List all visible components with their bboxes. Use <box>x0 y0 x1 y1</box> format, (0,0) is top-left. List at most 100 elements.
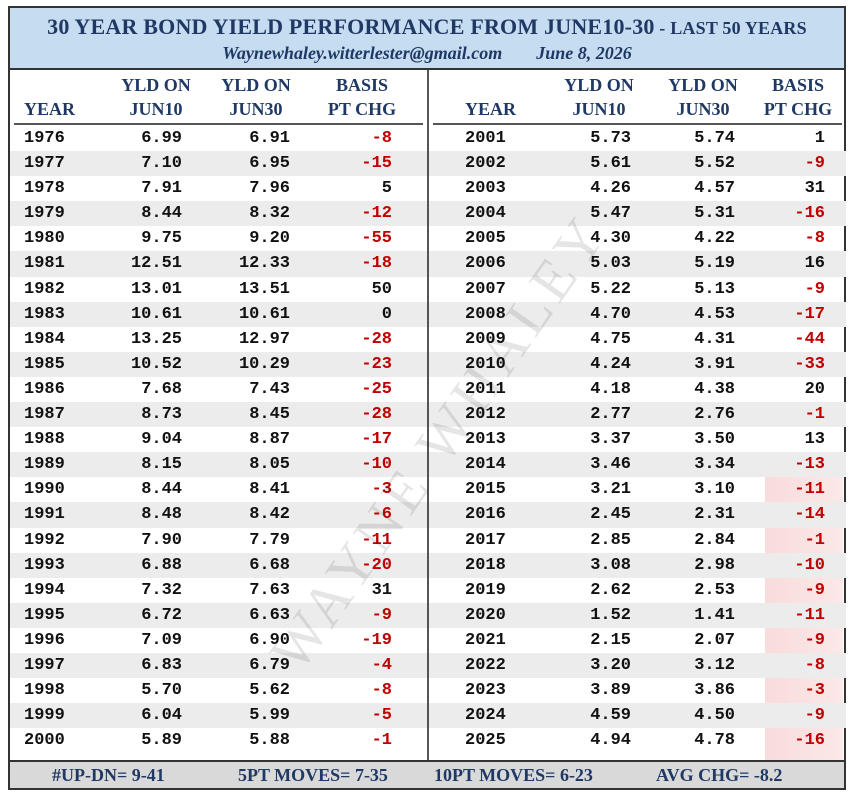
year-cell: 2019 <box>465 580 506 600</box>
basis-change-cell: -8 <box>371 681 392 701</box>
basis-change-cell: 16 <box>804 254 825 274</box>
jun30-yield-cell: 3.86 <box>694 681 735 701</box>
basis-change-cell: -44 <box>794 329 825 349</box>
basis-change-cell: -15 <box>361 154 392 174</box>
jun10-yield-cell: 2.45 <box>590 505 631 525</box>
jun30-yield-cell: 2.07 <box>694 630 735 650</box>
jun30-yield-cell: 6.79 <box>249 655 290 675</box>
table-row: 2012 2.77 2.76 -1 <box>429 402 846 428</box>
year-cell: 2013 <box>465 430 506 450</box>
jun10-yield-cell: 7.91 <box>141 179 182 199</box>
year-cell: 1999 <box>24 706 65 726</box>
basis-change-cell: -9 <box>804 580 825 600</box>
jun30-yield-cell: 12.97 <box>238 329 290 349</box>
basis-change-cell: -28 <box>361 405 392 425</box>
col-header-chg-line1: BASIS <box>771 75 825 95</box>
col-header-chg-line2: PT CHG <box>327 99 397 119</box>
jun30-yield-cell: 8.87 <box>249 430 290 450</box>
basis-change-cell: -16 <box>794 204 825 224</box>
year-cell: 1992 <box>24 530 65 550</box>
basis-change-cell: -3 <box>371 480 392 500</box>
header-divider <box>14 123 423 125</box>
year-cell: 2001 <box>465 129 506 148</box>
year-cell: 2011 <box>465 379 506 399</box>
jun10-yield-cell: 7.90 <box>141 530 182 550</box>
year-cell: 1996 <box>24 630 65 650</box>
footer-avg: AVG CHG= -8.2 <box>656 765 783 785</box>
table-row: 2002 5.61 5.52 -9 <box>429 151 846 177</box>
jun30-yield-cell: 5.99 <box>249 706 290 726</box>
table-row: 2015 3.21 3.10 -11 <box>429 477 846 502</box>
year-cell: 1988 <box>24 430 65 450</box>
col-header-jun30-line2: JUN30 <box>676 99 730 119</box>
basis-change-cell: -33 <box>794 354 825 374</box>
basis-change-cell: -13 <box>794 455 825 475</box>
jun10-yield-cell: 4.59 <box>590 706 631 726</box>
basis-change-cell: -11 <box>361 530 392 550</box>
year-cell: 1979 <box>24 204 65 224</box>
table-row: 1998 5.70 5.62 -8 <box>10 678 427 703</box>
col-header-year: YEAR <box>24 99 76 119</box>
basis-change-cell: -9 <box>804 706 825 726</box>
year-cell: 1985 <box>24 354 65 374</box>
year-cell: 2020 <box>465 605 506 625</box>
jun10-yield-cell: 4.75 <box>590 329 631 349</box>
jun10-yield-cell: 13.01 <box>130 279 182 299</box>
jun10-yield-cell: 2.62 <box>590 580 631 600</box>
jun10-yield-cell: 7.10 <box>141 154 182 174</box>
table-row: 2010 4.24 3.91 -33 <box>429 351 846 377</box>
jun10-yield-cell: 6.72 <box>141 605 182 625</box>
jun10-yield-cell: 10.61 <box>130 304 182 324</box>
table-row: 2016 2.45 2.31 -14 <box>429 502 846 528</box>
table-row: 1980 9.75 9.20 -55 <box>10 226 427 251</box>
col-header-jun10-line1: YLD ON <box>564 75 634 95</box>
table-row: 1999 6.04 5.99 -5 <box>10 703 427 729</box>
jun10-yield-cell: 4.26 <box>590 179 631 199</box>
jun30-yield-cell: 8.41 <box>249 480 290 500</box>
jun10-yield-cell: 8.48 <box>141 505 182 525</box>
year-cell: 1981 <box>24 254 65 274</box>
right-table: YEAR YLD ON JUN10 YLD ON JUN30 BASIS PT CHG… <box>429 70 846 762</box>
header-divider <box>433 123 842 125</box>
jun30-yield-cell: 3.10 <box>694 480 735 500</box>
table-row: 2006 5.03 5.19 16 <box>429 251 846 277</box>
jun10-yield-cell: 3.21 <box>590 480 631 500</box>
basis-change-cell: -17 <box>361 430 392 450</box>
jun10-yield-cell: 5.73 <box>590 129 631 148</box>
jun10-yield-cell: 10.52 <box>130 354 182 374</box>
col-header-jun30-line1: YLD ON <box>668 75 738 95</box>
year-cell: 1989 <box>24 455 65 475</box>
year-cell: 1986 <box>24 379 65 399</box>
left-rows: 1976 6.99 6.91 -8 1977 7.10 6.95 -15 1978 7.91 7.9… <box>10 126 427 753</box>
table-row: 1991 8.48 8.42 -6 <box>10 502 427 528</box>
table-row: 1981 12.51 12.33 -18 <box>10 251 427 277</box>
summary-footer: #UP-DN= 9-41 5PT MOVES= 7-35 10PT MOVES=… <box>10 760 844 788</box>
table-row: 2000 5.89 5.88 -1 <box>10 728 427 753</box>
table-row: 1982 13.01 13.51 50 <box>10 277 427 302</box>
basis-change-cell: 50 <box>371 279 392 299</box>
table-row: 2013 3.37 3.50 13 <box>429 427 846 452</box>
table-row: 2008 4.70 4.53 -17 <box>429 301 846 327</box>
jun30-yield-cell: 5.88 <box>249 731 290 751</box>
report-date: June 8, 2026 <box>536 43 632 63</box>
jun10-yield-cell: 7.32 <box>141 580 182 600</box>
jun10-yield-cell: 4.70 <box>590 304 631 324</box>
title-band: 30 YEAR BOND YIELD PERFORMANCE FROM JUNE… <box>10 8 844 70</box>
jun10-yield-cell: 8.73 <box>141 405 182 425</box>
jun30-yield-cell: 4.78 <box>694 731 735 751</box>
table-row: 2021 2.15 2.07 -9 <box>429 628 846 653</box>
jun30-yield-cell: 4.38 <box>694 379 735 399</box>
jun10-yield-cell: 6.99 <box>141 129 182 148</box>
jun30-yield-cell: 10.61 <box>238 304 290 324</box>
jun10-yield-cell: 6.83 <box>141 655 182 675</box>
jun10-yield-cell: 9.75 <box>141 229 182 249</box>
year-cell: 1990 <box>24 480 65 500</box>
jun10-yield-cell: 2.77 <box>590 405 631 425</box>
table-row: 1978 7.91 7.96 5 <box>10 176 427 201</box>
jun30-yield-cell: 2.76 <box>694 405 735 425</box>
col-header-chg-line2: PT CHG <box>763 99 833 119</box>
year-cell: 2014 <box>465 455 506 475</box>
jun30-yield-cell: 3.50 <box>694 430 735 450</box>
col-header-chg: BASIS PT CHG <box>316 73 408 121</box>
jun10-yield-cell: 5.89 <box>141 731 182 751</box>
